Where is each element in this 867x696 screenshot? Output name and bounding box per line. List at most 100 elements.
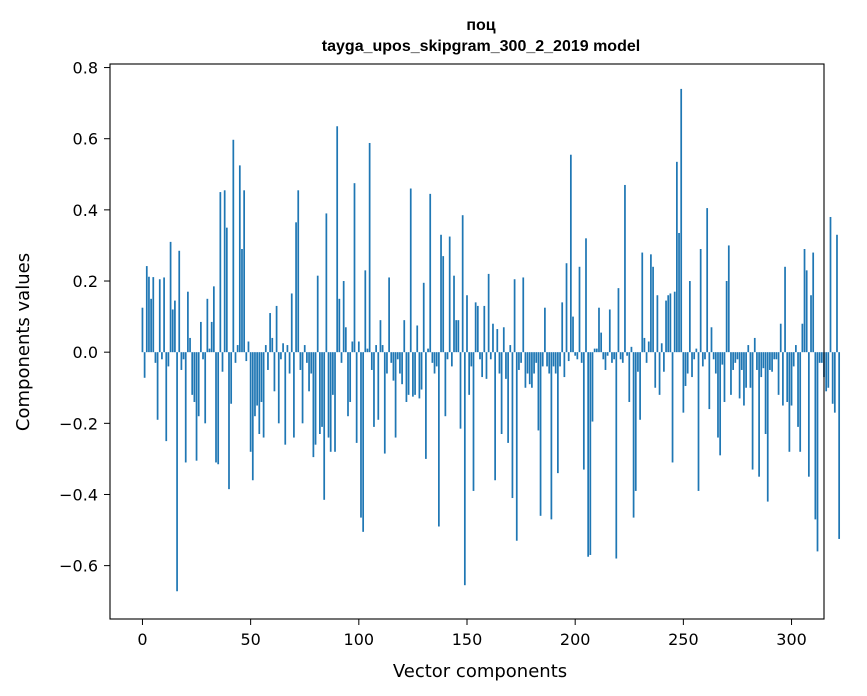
bar-106 [370, 352, 373, 370]
bar-112 [383, 352, 386, 454]
bar-101 [360, 352, 362, 518]
bar-88 [331, 352, 334, 395]
bar-126 [414, 352, 416, 395]
bar-114 [388, 277, 390, 353]
bar-245 [671, 352, 674, 463]
bar-13 [169, 241, 172, 353]
bar-54 [258, 352, 261, 434]
bar-160 [487, 273, 490, 353]
bar-287 [762, 352, 765, 369]
bar-39 [225, 227, 228, 353]
bar-34 [215, 352, 217, 463]
plot-frame [109, 63, 825, 620]
bar-43 [234, 352, 237, 363]
bar-71 [295, 222, 297, 353]
bar-230 [639, 352, 641, 420]
bar-203 [580, 352, 583, 363]
bar-246 [673, 291, 676, 353]
bar-130 [422, 282, 425, 353]
bar-17 [178, 250, 181, 353]
bar-81 [316, 275, 319, 353]
bar-42 [232, 139, 235, 353]
bar-181 [533, 352, 535, 374]
bar-305 [801, 323, 804, 353]
bar-252 [686, 352, 689, 374]
bar-144 [453, 275, 455, 353]
bar-4 [150, 298, 152, 353]
bar-105 [368, 142, 371, 353]
chart-title: поц [466, 17, 495, 34]
bar-14 [171, 309, 174, 353]
bar-102 [362, 352, 365, 532]
bar-68 [288, 352, 291, 374]
bar-202 [578, 266, 581, 353]
bar-99 [355, 352, 358, 443]
bar-316 [825, 352, 828, 392]
bar-253 [688, 281, 691, 353]
bar-183 [537, 352, 540, 431]
bar-279 [745, 352, 747, 388]
bar-317 [827, 352, 830, 388]
bar-300 [790, 352, 793, 406]
bar-159 [485, 352, 488, 379]
bar-8 [158, 279, 161, 353]
bar-170 [509, 345, 512, 353]
bar-173 [515, 352, 518, 541]
x-axis-ticks: 0 50 100 150 200 250 300 [137, 619, 807, 649]
bar-311 [814, 352, 817, 520]
bars-group [141, 88, 841, 592]
chart-subtitle: tayga_upos_skipgram_300_2_2019 model [322, 38, 640, 55]
bar-149 [463, 352, 466, 586]
bar-209 [593, 348, 596, 353]
bar-20 [184, 352, 187, 463]
bar-257 [697, 352, 700, 491]
bar-273 [732, 352, 734, 370]
bar-269 [723, 352, 726, 402]
bar-84 [323, 352, 326, 500]
bar-52 [254, 352, 256, 417]
bar-164 [496, 329, 499, 353]
bar-301 [792, 352, 795, 367]
bar-233 [645, 352, 648, 363]
y-tick-label: −0.2 [59, 414, 98, 433]
bar-282 [751, 352, 754, 470]
bar-267 [719, 352, 722, 456]
bar-53 [256, 352, 258, 406]
bar-250 [682, 352, 685, 413]
bar-215 [606, 352, 609, 356]
bar-57 [264, 345, 267, 353]
bar-193 [559, 352, 561, 367]
bar-148 [461, 215, 464, 353]
bar-55 [260, 352, 263, 402]
bar-162 [492, 323, 494, 353]
bar-100 [357, 341, 360, 353]
bar-98 [353, 183, 356, 353]
bar-295 [779, 323, 782, 353]
bar-320 [833, 352, 836, 413]
bar-303 [797, 352, 799, 427]
bar-289 [766, 352, 769, 502]
bar-6 [154, 352, 157, 363]
bar-302 [795, 345, 797, 353]
bar-249 [680, 88, 683, 353]
bar-260 [704, 352, 706, 360]
bar-321 [836, 234, 838, 353]
bar-62 [275, 305, 278, 353]
bar-119 [399, 352, 401, 374]
bar-276 [738, 352, 741, 399]
bar-86 [327, 352, 330, 438]
bar-175 [520, 352, 522, 363]
bar-123 [407, 352, 410, 395]
bar-7 [156, 352, 159, 420]
bar-93 [342, 281, 345, 353]
x-tick-label: 150 [452, 630, 483, 649]
bar-167 [502, 327, 505, 353]
bar-213 [602, 352, 605, 360]
y-tick-label: 0.6 [73, 130, 98, 149]
bar-120 [401, 352, 403, 385]
bar-248 [678, 232, 680, 353]
bar-191 [554, 352, 557, 374]
bar-272 [730, 352, 732, 395]
bar-306 [803, 249, 806, 353]
